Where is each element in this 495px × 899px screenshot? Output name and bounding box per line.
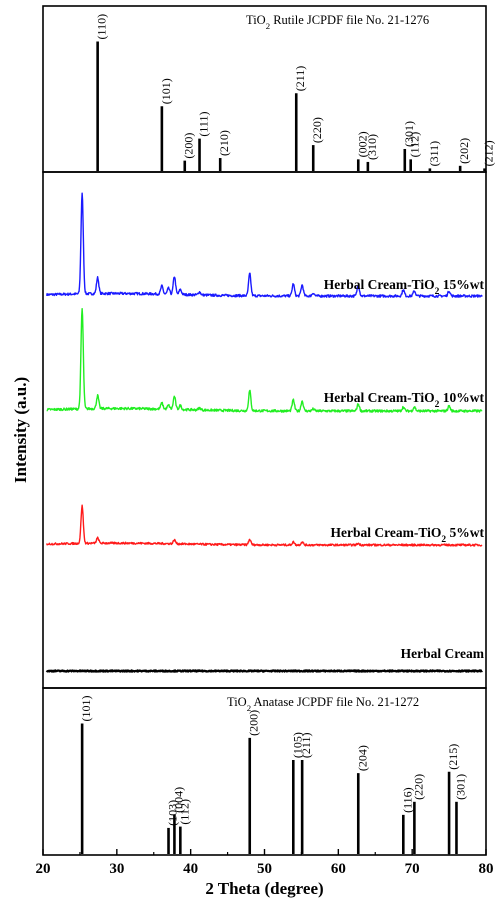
xrd-pattern-line (46, 307, 483, 413)
x-axis-title: 2 Theta (degree) (205, 879, 323, 898)
peak-label: (311) (427, 141, 441, 167)
anatase-reference-label: TiO2 Anatase JCPDF file No. 21-1272 (227, 695, 419, 713)
peak-label: (220) (411, 774, 425, 800)
peak-label: (004) (171, 787, 185, 813)
peak-label: (112) (408, 132, 422, 158)
peak-label: (112) (177, 799, 191, 825)
rutile-reference-label: TiO2 Rutile JCPDF file No. 21-1276 (246, 13, 429, 31)
series-label: Herbal Cream-TiO2 15%wt (324, 277, 485, 297)
peak-label: (211) (299, 733, 313, 759)
rutile-reference-panel: TiO2 Rutile JCPDF file No. 21-1276 (110) (… (95, 13, 495, 171)
peak-label: (211) (293, 66, 307, 92)
chart-axes: 20 30 40 50 60 70 80 2 Theta (degree) Intensity … (11, 5, 494, 898)
peak-label: (301) (402, 121, 416, 147)
peak-label: (101) (159, 78, 173, 104)
peak-label: (200) (182, 133, 196, 159)
x-tick-label: 20 (36, 861, 51, 877)
peak-label: (002) (355, 131, 369, 157)
peak-label: (212) (482, 140, 495, 166)
peak-label: (204) (355, 745, 369, 771)
peak-label: (301) (453, 774, 467, 800)
x-tick-label: 30 (109, 861, 124, 877)
peak-label: (101) (79, 696, 93, 722)
peak-label: (110) (95, 14, 109, 40)
x-tick-label: 80 (479, 861, 494, 877)
x-tick-label: 40 (183, 861, 198, 877)
xrd-pattern-line (46, 192, 483, 298)
series-label: Herbal Cream-TiO2 10%wt (324, 390, 485, 410)
x-tick-label: 60 (331, 861, 346, 877)
peak-label: (210) (217, 130, 231, 156)
panel-frame (42, 687, 487, 856)
series-label: Herbal Cream-TiO2 5%wt (331, 525, 485, 545)
series-label: Herbal Cream (401, 646, 485, 661)
y-axis-title: Intensity (a.u.) (11, 377, 30, 483)
peak-label: (220) (310, 117, 324, 143)
peak-label: (105) (290, 732, 304, 758)
x-tick-label: 70 (405, 861, 420, 877)
panel-frame (42, 171, 487, 689)
peak-label: (103) (166, 800, 180, 826)
peak-label: (200) (247, 710, 261, 736)
anatase-reference-panel: TiO2 Anatase JCPDF file No. 21-1272 (101)… (79, 695, 467, 854)
peak-label: (310) (365, 134, 379, 160)
peak-label: (116) (400, 787, 414, 813)
peak-label: (111) (197, 112, 211, 137)
peak-label: (202) (457, 138, 471, 164)
xrd-pattern-line (46, 504, 483, 547)
peak-label: (215) (446, 744, 460, 770)
xrd-pattern-line (45, 669, 483, 673)
x-tick-label: 50 (257, 861, 272, 877)
samples-panel: Herbal Cream-TiO2 15%wt Herbal Cream-TiO2… (45, 192, 485, 673)
